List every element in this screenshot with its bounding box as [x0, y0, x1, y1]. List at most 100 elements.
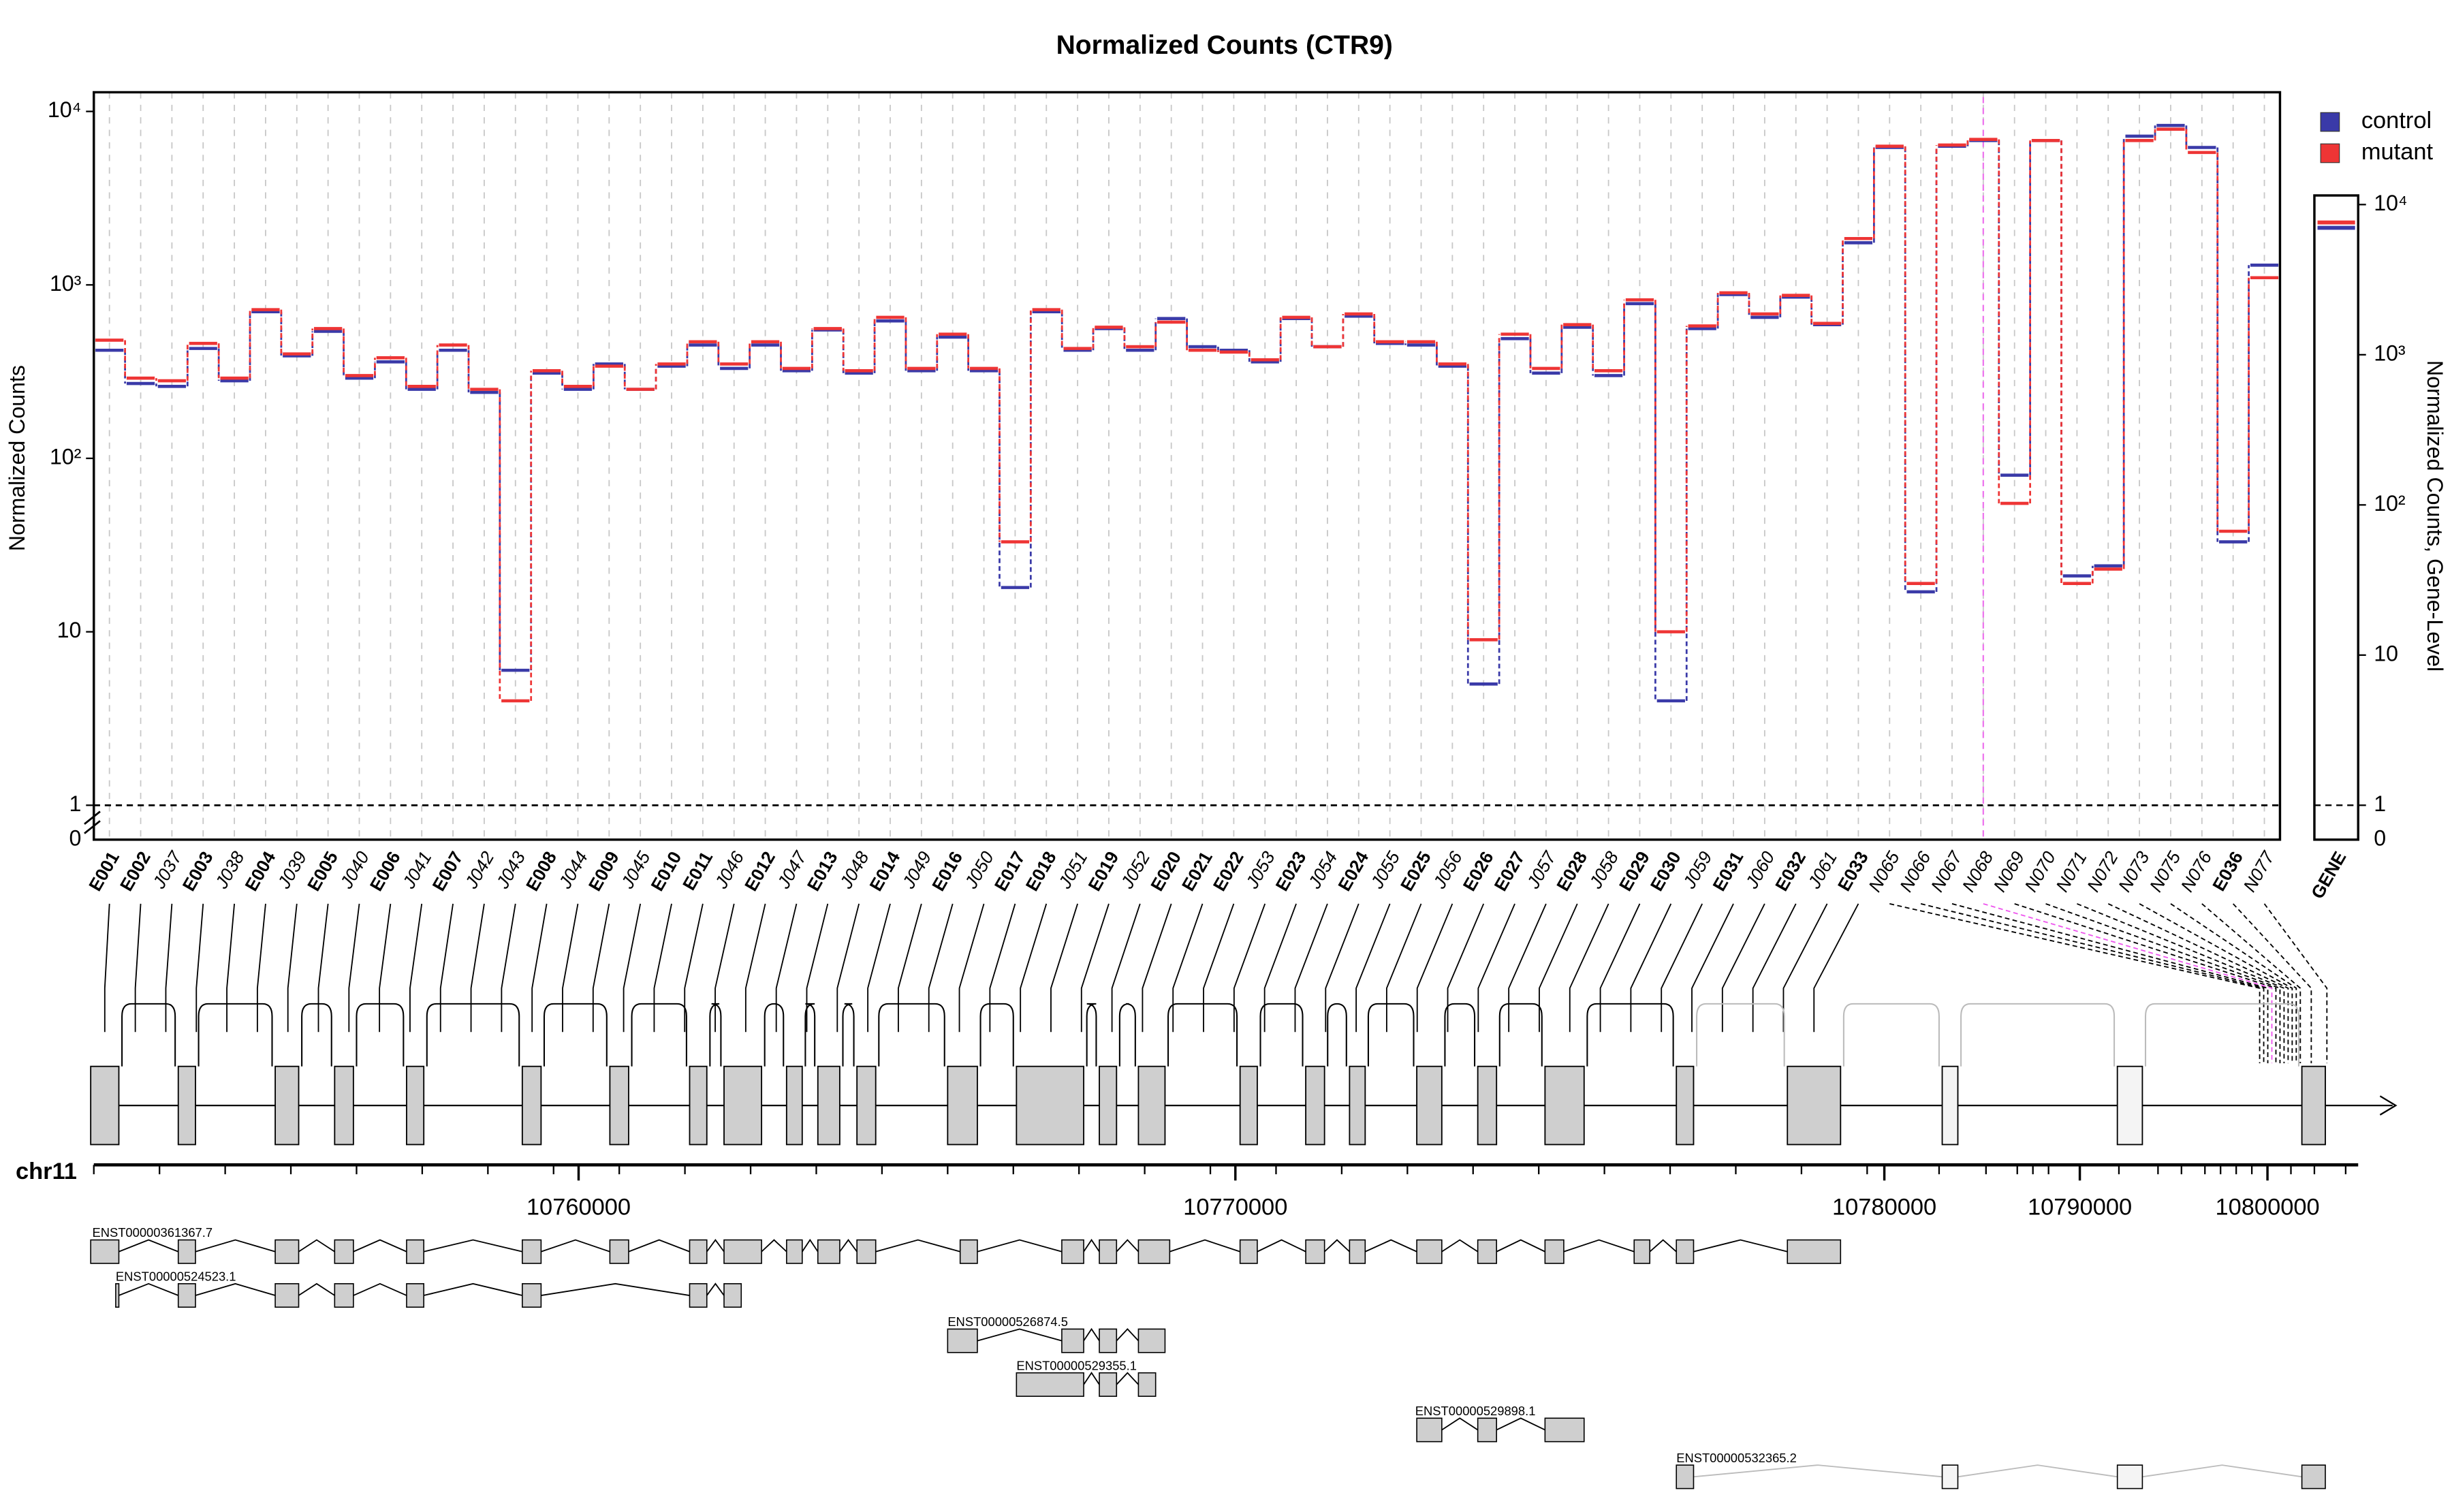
junction-arc	[631, 1003, 687, 1067]
transcript-label: ENST00000524523.1	[116, 1269, 236, 1283]
strand-arrow	[2379, 1095, 2398, 1116]
intron	[1441, 1417, 1479, 1431]
feature-connector	[1020, 903, 1048, 1033]
transcript-exon	[609, 1239, 629, 1264]
y-tick-label: 10	[57, 618, 82, 642]
feature-connector	[2045, 903, 2281, 1064]
feature-label: E008	[522, 848, 561, 894]
transcript-exon	[522, 1283, 542, 1308]
intron	[353, 1282, 407, 1296]
transcript-exon	[1061, 1239, 1084, 1264]
exon	[1305, 1065, 1325, 1146]
feature-label: E003	[178, 848, 217, 894]
feature-connector	[1782, 903, 1828, 1033]
feature-connector	[1477, 903, 1515, 1033]
feature-label: E006	[366, 848, 405, 894]
feature-connector	[1920, 903, 2265, 1064]
feature-connector	[256, 903, 266, 1033]
legend-swatch	[2320, 143, 2340, 163]
transcript-exon	[1416, 1417, 1443, 1443]
feature-connector	[714, 903, 735, 1033]
junction-arc	[121, 1003, 176, 1067]
intron	[839, 1238, 858, 1253]
feature-connector	[836, 903, 860, 1033]
transcript-exon	[1305, 1239, 1325, 1264]
feature-label: J061	[1804, 848, 1841, 892]
intron	[1563, 1239, 1635, 1253]
feature-connector	[1233, 903, 1266, 1033]
feature-label: N075	[2146, 848, 2185, 896]
exon	[609, 1065, 629, 1146]
intron	[1116, 1239, 1139, 1253]
feature-connector	[2014, 903, 2277, 1064]
junction-arc	[878, 1003, 945, 1067]
feature-label: E001	[84, 848, 123, 894]
junction-arc	[1086, 1003, 1097, 1067]
exon	[406, 1065, 425, 1146]
feature-connector	[1203, 903, 1235, 1033]
feature-label: E024	[1334, 848, 1372, 895]
junction-arc	[709, 1003, 722, 1067]
exon	[723, 1065, 763, 1146]
y2-tick-label: 10³	[2374, 341, 2406, 365]
feature-connector	[470, 903, 485, 1033]
feature-connector	[165, 903, 173, 1033]
junction-arc	[764, 1003, 785, 1067]
y-tick-label: 1	[69, 791, 82, 816]
transcript-exon	[177, 1283, 196, 1308]
exon	[2301, 1065, 2326, 1146]
transcript-exon	[856, 1239, 877, 1264]
feature-connector	[1355, 903, 1391, 1033]
transcript-exon	[689, 1283, 708, 1308]
transcript-label: ENST00000526874.5	[947, 1314, 1068, 1329]
intron	[423, 1239, 523, 1253]
intron	[1693, 1239, 1788, 1253]
transcript-exon	[1544, 1417, 1585, 1443]
feature-connector	[104, 903, 110, 1033]
feature-label: E014	[866, 848, 905, 895]
transcript-exon	[406, 1283, 424, 1308]
feature-label: E025	[1396, 848, 1435, 894]
intron	[195, 1239, 276, 1253]
feature-label: N072	[2083, 848, 2122, 896]
intron	[1083, 1327, 1100, 1342]
transcript-label: ENST00000361367.7	[92, 1225, 213, 1240]
transcript-exon	[177, 1239, 196, 1264]
junction-arc	[1842, 1003, 1940, 1067]
feature-label: E007	[428, 848, 467, 894]
transcript-exon	[786, 1239, 803, 1264]
intron	[541, 1239, 610, 1253]
feature-connector	[1325, 903, 1359, 1033]
feature-label: N065	[1864, 848, 1904, 896]
feature-connector	[653, 903, 672, 1033]
transcript-exon	[2116, 1464, 2143, 1490]
y2-tick-label: 10²	[2374, 491, 2406, 516]
transcript-exon	[2301, 1464, 2326, 1490]
junction-arc	[1498, 1003, 1543, 1067]
chart-title: Normalized Counts (CTR9)	[1056, 31, 1393, 60]
feature-connector	[744, 903, 766, 1033]
exon	[947, 1065, 978, 1146]
junction-arc	[198, 1003, 273, 1067]
feature-label: E028	[1552, 848, 1591, 894]
intron	[423, 1282, 523, 1296]
feature-label: J042	[460, 848, 498, 893]
feature-label: E010	[647, 848, 686, 894]
feature-label: E032	[1771, 848, 1810, 894]
genomic-tick-label: 10790000	[2028, 1195, 2132, 1220]
intron	[1116, 1372, 1139, 1385]
feature-label: E019	[1084, 848, 1123, 894]
exon	[689, 1065, 708, 1146]
exon	[1239, 1065, 1258, 1146]
feature-connector	[1294, 903, 1328, 1033]
feature-connector	[1447, 903, 1485, 1033]
exon	[1416, 1065, 1443, 1146]
transcript-label: ENST00000529898.1	[1415, 1404, 1536, 1418]
feature-connector	[592, 903, 610, 1033]
feature-label: N067	[1927, 847, 1966, 896]
intron	[1324, 1239, 1351, 1253]
feature-connector	[806, 903, 829, 1033]
feature-label: E012	[740, 848, 779, 894]
feature-label: E023	[1272, 848, 1310, 894]
